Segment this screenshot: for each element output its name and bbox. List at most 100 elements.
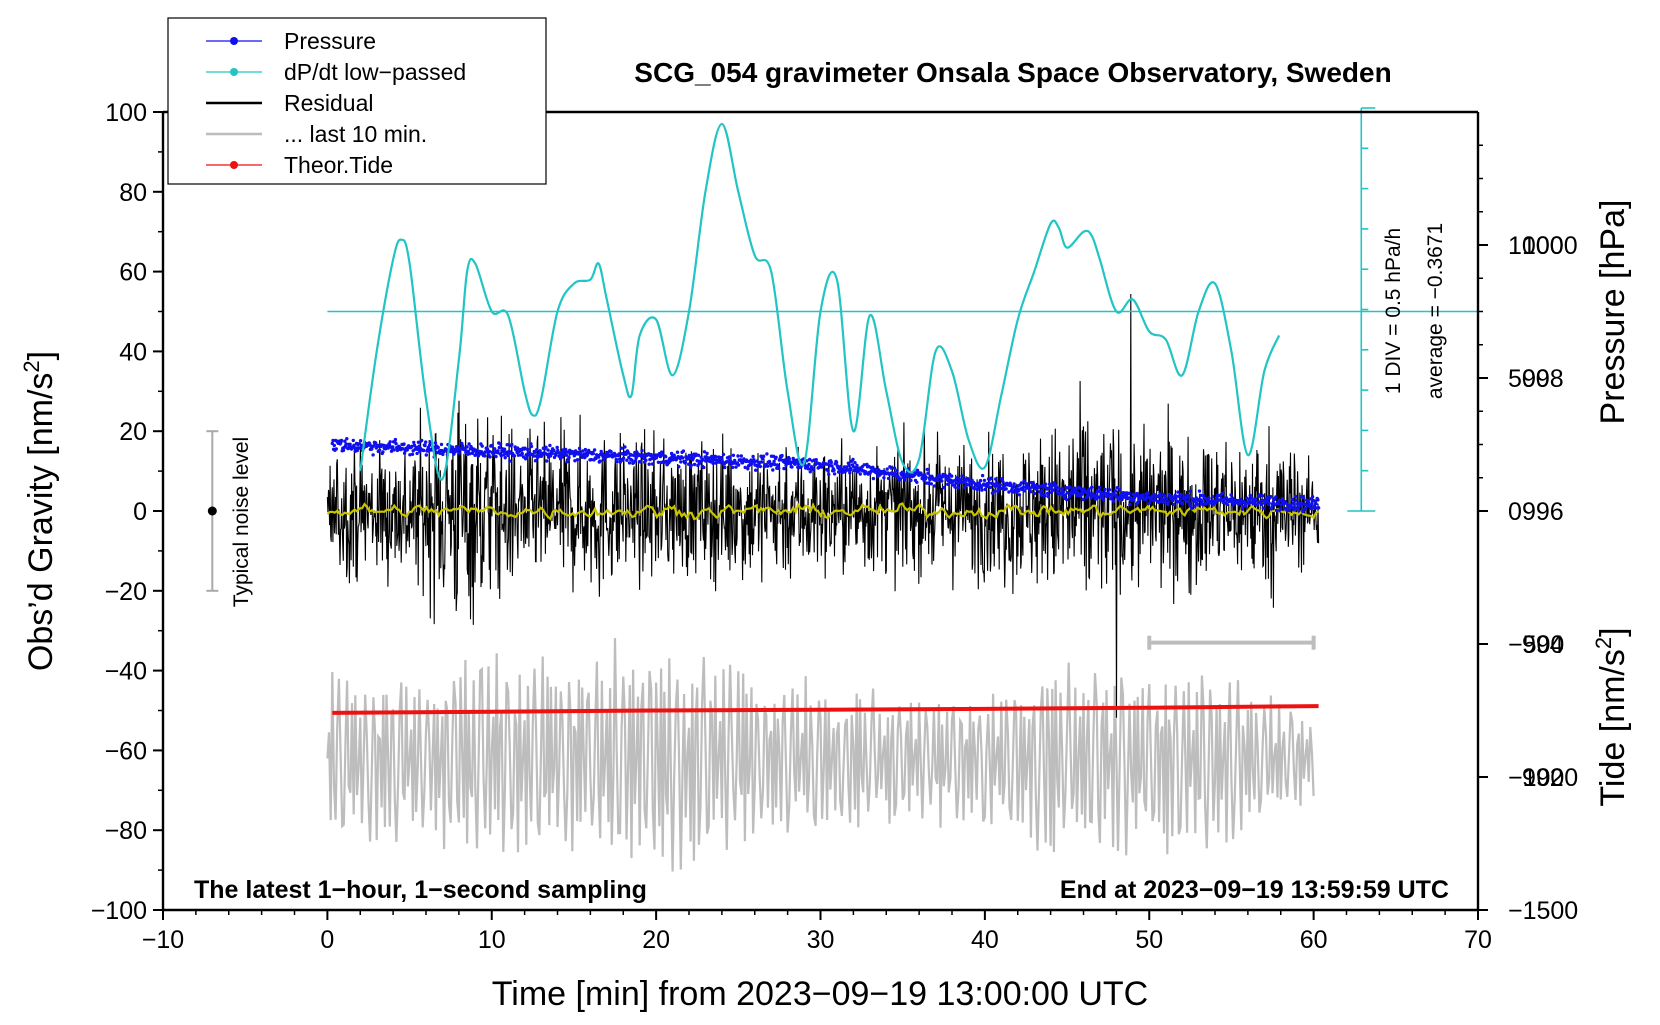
pressure-point xyxy=(660,453,665,457)
pressure-point xyxy=(457,451,461,455)
pressure-point xyxy=(926,471,930,475)
pressure-point xyxy=(855,463,859,468)
pressure-point xyxy=(630,458,634,462)
y-axis-label-left-base: Obs’d Gravity [nm/s xyxy=(22,373,60,672)
pressure-point xyxy=(627,461,632,465)
pressure-point xyxy=(898,477,903,481)
pressure-point xyxy=(344,442,348,446)
x-tick-label: 60 xyxy=(1300,926,1328,954)
pressure-point xyxy=(1303,506,1308,510)
pressure-point xyxy=(487,449,492,454)
pressure-point xyxy=(1300,502,1304,506)
pressure-point xyxy=(827,472,831,477)
pressure-point xyxy=(1146,491,1151,496)
pressure-point xyxy=(979,485,983,490)
pressure-point xyxy=(705,451,709,456)
pressure-point xyxy=(544,445,548,449)
pressure-point xyxy=(903,478,907,482)
legend-swatch-marker xyxy=(230,68,238,76)
pressure-point xyxy=(623,445,627,449)
x-tick-label: 40 xyxy=(971,926,999,954)
pressure-point xyxy=(946,482,950,486)
tide-tick-label: 0 xyxy=(1508,498,1522,526)
pressure-point xyxy=(1187,495,1191,499)
pressure-point xyxy=(945,474,949,478)
pressure-point xyxy=(332,443,336,448)
pressure-point xyxy=(829,460,833,465)
pressure-point xyxy=(1046,491,1050,495)
pressure-point xyxy=(1276,501,1281,506)
pressure-point xyxy=(773,462,777,467)
pressure-point xyxy=(1274,508,1279,513)
pressure-point xyxy=(531,454,536,458)
y-tick-label: 40 xyxy=(119,338,147,366)
pressure-point xyxy=(702,450,707,454)
pressure-point xyxy=(774,455,778,459)
pressure-point xyxy=(1265,498,1270,503)
pressure-point xyxy=(1099,490,1104,495)
pressure-point xyxy=(727,455,732,459)
pressure-point xyxy=(790,465,794,469)
pressure-point xyxy=(503,456,507,460)
pressure-point xyxy=(468,452,472,456)
pressure-tick-label: 998 xyxy=(1522,365,1564,393)
pressure-point xyxy=(564,453,569,457)
pressure-point xyxy=(563,450,567,455)
pressure-point xyxy=(1301,496,1306,500)
pressure-point xyxy=(475,448,479,452)
pressure-point xyxy=(1199,493,1203,498)
legend-entry: Residual xyxy=(206,90,374,116)
pressure-point xyxy=(355,448,359,453)
pressure-point xyxy=(760,460,764,464)
pressure-point xyxy=(420,438,424,443)
y-axis-label-left: Obs’d Gravity [nm/s2] xyxy=(19,351,60,671)
pressure-point xyxy=(1293,494,1298,499)
annotation-bottom-left: The latest 1−hour, 1−second sampling xyxy=(194,876,647,904)
pressure-point xyxy=(609,450,613,454)
tide-tick-label: −1000 xyxy=(1508,764,1578,792)
x-tick-label: 50 xyxy=(1135,926,1163,954)
pressure-point xyxy=(1257,493,1262,497)
pressure-point xyxy=(834,460,839,465)
pressure-point xyxy=(483,450,488,454)
pressure-point xyxy=(1309,497,1313,501)
pressure-point xyxy=(1259,502,1264,507)
pressure-point xyxy=(412,440,416,445)
pressure-point xyxy=(343,439,347,443)
pressure-point xyxy=(1170,498,1175,503)
pressure-point xyxy=(664,455,668,459)
pressure-point xyxy=(1072,486,1077,490)
pressure-point xyxy=(731,465,735,470)
pressure-point xyxy=(808,457,812,462)
pressure-point xyxy=(907,466,911,471)
pressure-point xyxy=(1314,501,1318,506)
pressure-point xyxy=(808,470,812,474)
pressure-point xyxy=(392,448,396,452)
pressure-point xyxy=(1241,505,1245,509)
y-axis-label-tide-end: ] xyxy=(1594,627,1632,636)
noise-level-center-dot xyxy=(207,506,217,516)
pressure-point xyxy=(928,478,932,482)
pressure-point xyxy=(849,468,853,472)
pressure-point xyxy=(393,437,398,442)
y-tick-label: 80 xyxy=(119,179,147,207)
residual-line xyxy=(326,293,1320,718)
pressure-point xyxy=(1316,506,1321,510)
pressure-point xyxy=(1061,490,1066,494)
pressure-point xyxy=(994,477,998,481)
y-tick-label: 60 xyxy=(119,259,147,287)
pressure-point xyxy=(1308,504,1312,508)
pressure-point xyxy=(814,458,818,462)
pressure-point xyxy=(1261,506,1266,510)
pressure-point xyxy=(377,448,382,452)
pressure-point xyxy=(410,452,415,456)
annotation-bottom-right: End at 2023−09−19 13:59:59 UTC xyxy=(1060,876,1449,904)
legend-swatch-marker xyxy=(230,37,238,45)
pressure-point xyxy=(858,472,862,476)
pressure-point xyxy=(533,450,537,455)
pressure-point xyxy=(1247,497,1252,502)
pressure-point xyxy=(846,468,850,472)
pressure-point xyxy=(695,459,699,463)
pressure-point xyxy=(529,444,534,449)
pressure-point xyxy=(416,440,421,444)
